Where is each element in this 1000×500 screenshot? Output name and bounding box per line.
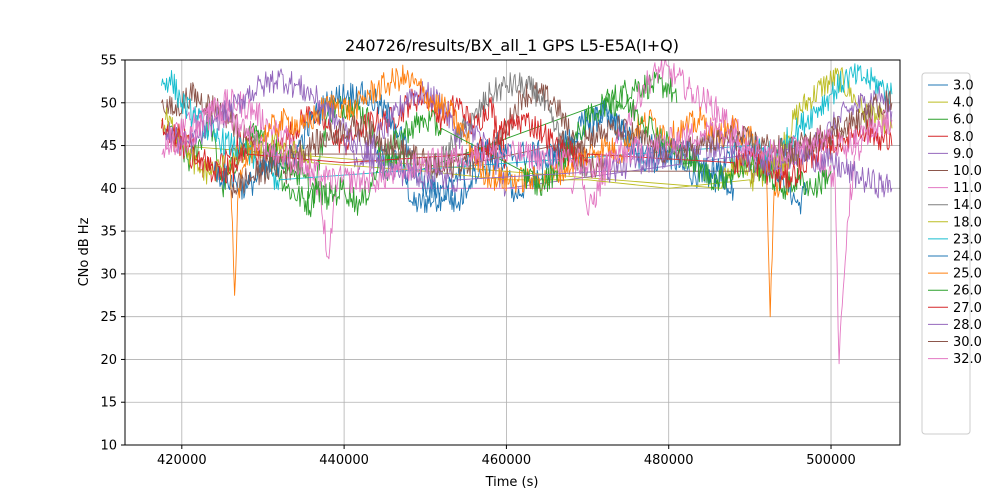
y-tick-label: 45: [100, 139, 117, 154]
legend-entry: 10.0: [953, 164, 982, 179]
plot-frame: [124, 59, 901, 446]
x-tick-label: 500000: [806, 453, 856, 468]
legend-entry: 4.0: [953, 96, 974, 111]
series-line-11.0: [161, 60, 889, 365]
legend-entry: 24.0: [953, 250, 982, 265]
series-line-10.0: [161, 81, 848, 185]
legend-entry: 32.0: [953, 352, 982, 367]
legend-entry: 27.0: [953, 301, 982, 316]
legend-entry: 3.0: [953, 79, 974, 94]
series-line-32.0: [165, 99, 893, 194]
series-line-6.0: [169, 71, 678, 218]
y-tick-label: 20: [100, 353, 117, 368]
legend-entry: 26.0: [953, 284, 982, 299]
y-tick-label: 55: [100, 54, 117, 69]
y-tick-label: 35: [100, 225, 117, 240]
legend-entry: 23.0: [953, 232, 982, 247]
legend-entry: 8.0: [953, 130, 974, 145]
legend-entry: 28.0: [953, 318, 982, 333]
legend-entry: 18.0: [953, 215, 982, 230]
legend-entry: 25.0: [953, 267, 982, 282]
legend-entry: 11.0: [953, 181, 982, 196]
legend-entry: 6.0: [953, 113, 974, 128]
y-tick-label: 30: [100, 267, 117, 282]
plot-area: [161, 60, 893, 365]
y-tick-label: 25: [100, 310, 117, 325]
x-tick-label: 480000: [644, 453, 694, 468]
legend-frame: [921, 72, 971, 435]
x-axis-label: Time (s): [485, 475, 539, 490]
x-tick-label: 460000: [482, 453, 532, 468]
series-group: [161, 60, 893, 365]
y-tick-label: 50: [100, 96, 117, 111]
x-tick-label: 420000: [157, 453, 207, 468]
y-tick-label: 40: [100, 182, 117, 197]
y-tick-label: 10: [100, 439, 117, 454]
y-tick-label: 15: [100, 396, 117, 411]
y-axis-label: CNo dB Hz: [77, 217, 92, 286]
legend-entry: 9.0: [953, 147, 974, 162]
series-line-30.0: [230, 90, 893, 199]
y-axis: 10 15 20 25 30 35 40 45 50 55: [100, 54, 125, 454]
x-tick-label: 440000: [319, 453, 369, 468]
legend-entry: 30.0: [953, 335, 982, 350]
x-axis: 420000 440000 460000 480000 500000: [157, 445, 856, 468]
legend-entry: 14.0: [953, 198, 982, 213]
legend: 3.0 4.0 6.0 8.0 9.0 10.0 11.0 14.0 18.0 23.0 24.0 2…: [921, 72, 982, 435]
series-line-9.0: [343, 81, 893, 197]
chart-title: 240726/results/BX_all_1 GPS L5-E5A(I+Q): [345, 36, 679, 56]
